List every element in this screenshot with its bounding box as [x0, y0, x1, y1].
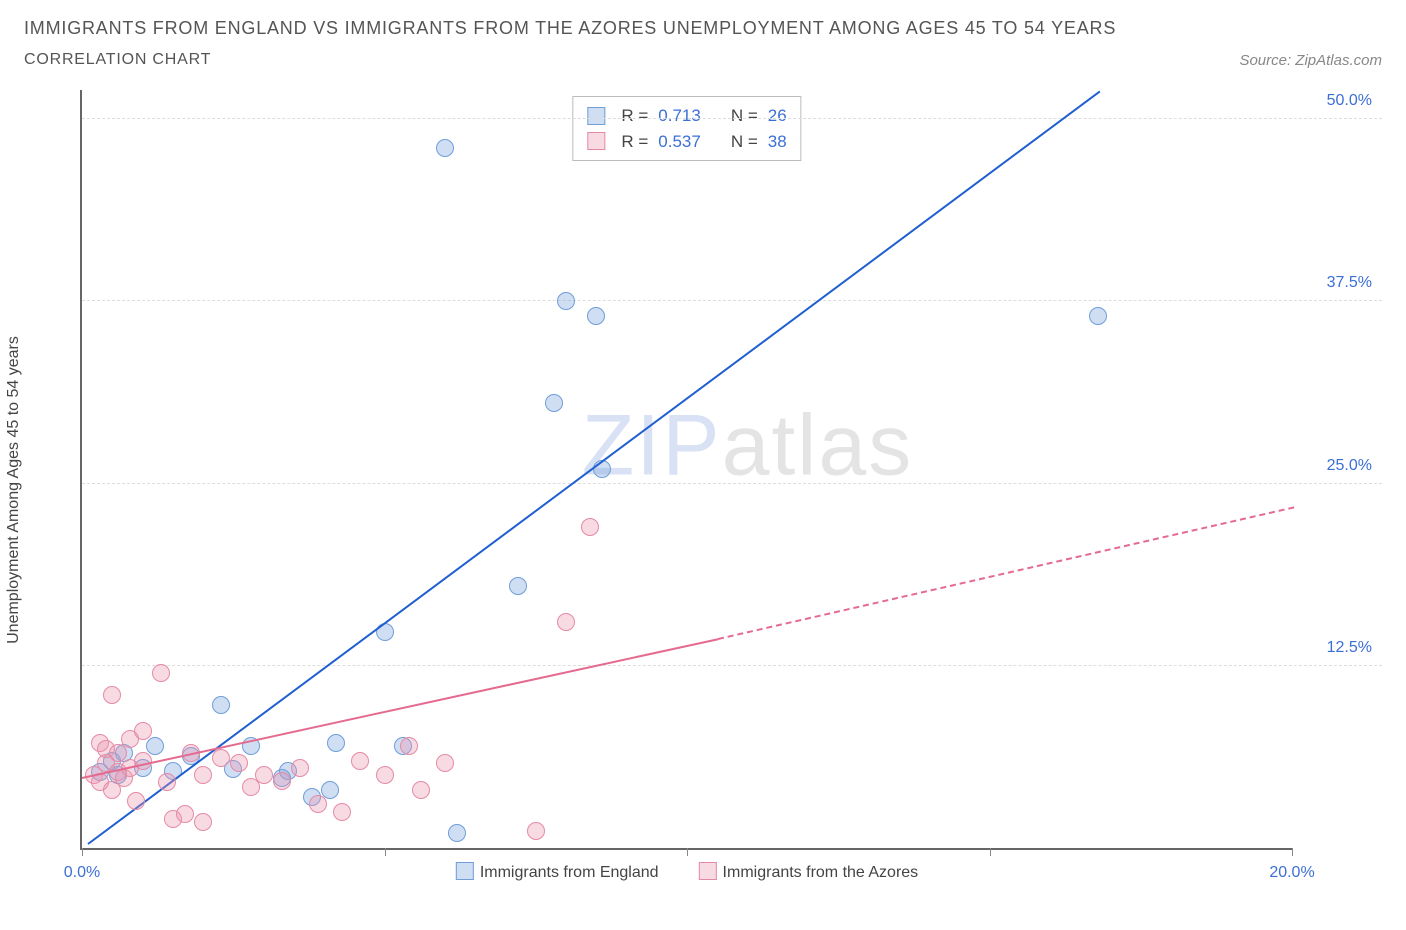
swatch-england	[587, 107, 605, 125]
stat-n-label: N =	[731, 103, 758, 129]
stat-r-azores: 0.537	[658, 129, 701, 155]
legend-item-azores: Immigrants from the Azores	[699, 862, 919, 882]
data-point	[158, 773, 176, 791]
chart-container: Unemployment Among Ages 45 to 54 years Z…	[24, 90, 1382, 890]
ytick-label: 37.5%	[1327, 274, 1372, 292]
data-point	[255, 766, 273, 784]
data-point	[436, 754, 454, 772]
data-point	[176, 805, 194, 823]
xtick-label: 0.0%	[64, 864, 100, 882]
data-point	[557, 292, 575, 310]
stat-r-label: R =	[621, 103, 648, 129]
stat-r-england: 0.713	[658, 103, 701, 129]
data-point	[412, 781, 430, 799]
data-point	[212, 749, 230, 767]
data-point	[545, 394, 563, 412]
stat-row-england: R = 0.713 N = 26	[587, 103, 786, 129]
gridline	[82, 118, 1382, 119]
data-point	[194, 813, 212, 831]
trend-line	[82, 638, 719, 779]
data-point	[152, 664, 170, 682]
swatch-england	[456, 862, 474, 880]
trend-line	[87, 90, 1100, 844]
chart-subtitle: CORRELATION CHART	[24, 51, 211, 69]
stat-n-england: 26	[768, 103, 787, 129]
trend-line	[718, 507, 1294, 640]
gridline	[82, 665, 1382, 666]
swatch-azores	[699, 862, 717, 880]
data-point	[134, 722, 152, 740]
watermark: ZIPatlas	[582, 397, 913, 496]
xtick	[687, 848, 688, 856]
xtick	[385, 848, 386, 856]
xtick	[1292, 848, 1293, 856]
xtick	[990, 848, 991, 856]
data-point	[273, 772, 291, 790]
data-point	[400, 737, 418, 755]
legend-label-england: Immigrants from England	[480, 864, 659, 881]
data-point	[103, 686, 121, 704]
data-point	[230, 754, 248, 772]
data-point	[581, 518, 599, 536]
plot-area: ZIPatlas R = 0.713 N = 26 R = 0.537 N = …	[80, 90, 1292, 850]
data-point	[376, 766, 394, 784]
data-point	[146, 737, 164, 755]
chart-title: IMMIGRANTS FROM ENGLAND VS IMMIGRANTS FR…	[0, 0, 1406, 43]
stat-legend: R = 0.713 N = 26 R = 0.537 N = 38	[572, 96, 801, 161]
data-point	[1089, 307, 1107, 325]
xtick	[82, 848, 83, 856]
data-point	[351, 752, 369, 770]
data-point	[194, 766, 212, 784]
ytick-label: 12.5%	[1327, 639, 1372, 657]
data-point	[309, 795, 327, 813]
stat-r-label: R =	[621, 129, 648, 155]
data-point	[333, 803, 351, 821]
ytick-label: 25.0%	[1327, 457, 1372, 475]
gridline	[82, 483, 1382, 484]
subtitle-row: CORRELATION CHART Source: ZipAtlas.com	[0, 43, 1406, 69]
data-point	[587, 307, 605, 325]
data-point	[327, 734, 345, 752]
data-point	[509, 577, 527, 595]
bottom-legend: Immigrants from England Immigrants from …	[456, 862, 918, 882]
data-point	[321, 781, 339, 799]
gridline	[82, 300, 1382, 301]
data-point	[436, 139, 454, 157]
watermark-part-2: atlas	[722, 398, 914, 494]
stat-n-label: N =	[731, 129, 758, 155]
data-point	[557, 613, 575, 631]
stat-n-azores: 38	[768, 129, 787, 155]
source-label: Source: ZipAtlas.com	[1239, 52, 1382, 69]
stat-row-azores: R = 0.537 N = 38	[587, 129, 786, 155]
y-axis-label: Unemployment Among Ages 45 to 54 years	[5, 336, 23, 644]
xtick-label: 20.0%	[1269, 864, 1314, 882]
data-point	[127, 792, 145, 810]
data-point	[212, 696, 230, 714]
data-point	[291, 759, 309, 777]
legend-label-azores: Immigrants from the Azores	[723, 864, 919, 881]
legend-item-england: Immigrants from England	[456, 862, 659, 882]
ytick-label: 50.0%	[1327, 92, 1372, 110]
data-point	[448, 824, 466, 842]
watermark-part-1: ZIP	[582, 398, 722, 494]
data-point	[527, 822, 545, 840]
swatch-azores	[587, 132, 605, 150]
